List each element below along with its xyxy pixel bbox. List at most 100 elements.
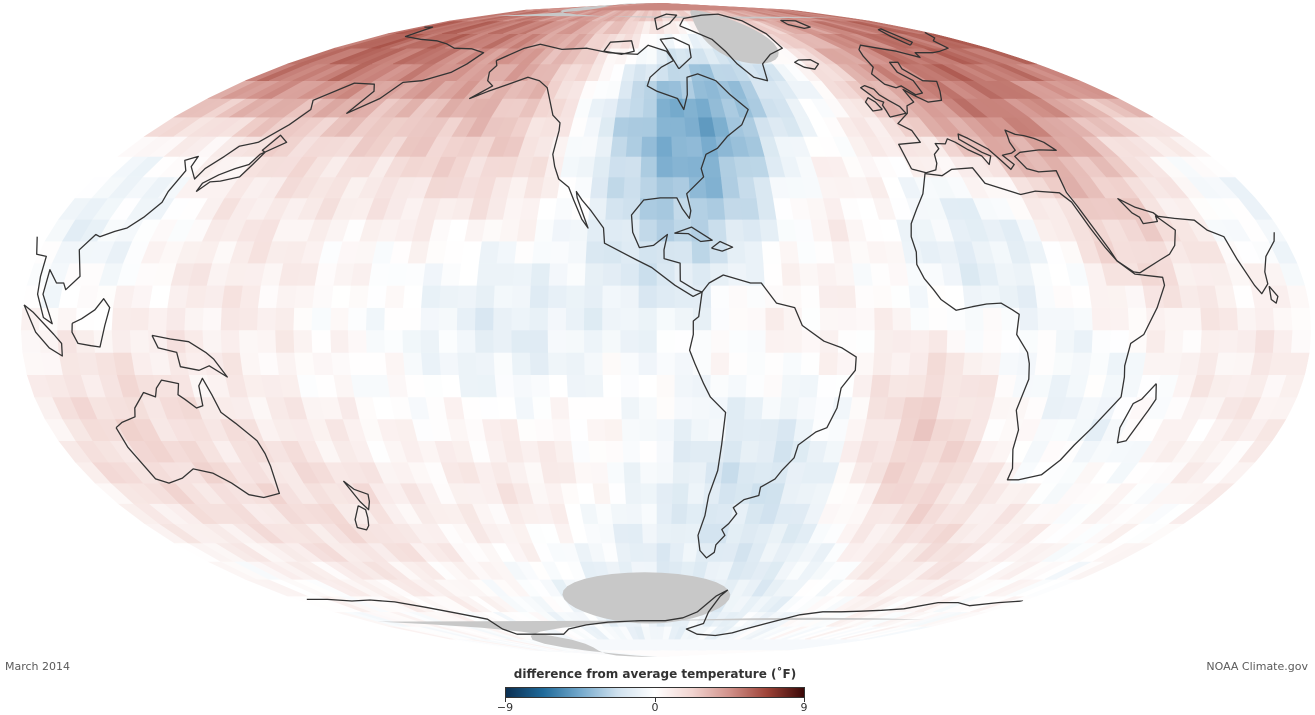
anomaly-cell: [615, 542, 632, 562]
anomaly-cell: [870, 262, 892, 286]
anomaly-cell: [621, 418, 641, 442]
anomaly-cell: [638, 374, 658, 398]
eurasia-coast: [36, 26, 1275, 325]
anomaly-cell: [625, 503, 643, 524]
anomaly-cell: [457, 284, 478, 308]
anomaly-cell: [656, 98, 672, 118]
anomaly-cell: [639, 219, 658, 242]
anomaly-cell: [656, 418, 675, 442]
anomaly-cell: [854, 352, 875, 376]
anomaly-cell: [493, 329, 513, 353]
anomaly-cell: [765, 307, 785, 331]
anomaly-cell: [890, 284, 912, 308]
anomaly-cell: [547, 284, 568, 308]
anomaly-cell: [759, 418, 780, 442]
anomaly-cell: [612, 523, 630, 544]
anomaly-cell: [910, 329, 930, 353]
anomaly-cell: [910, 307, 930, 331]
anomaly-cell: [620, 352, 640, 376]
anomaly-cell: [438, 307, 458, 331]
anomaly-cell: [474, 329, 495, 353]
anomaly-cell: [892, 329, 912, 353]
cuba-coast: [674, 226, 713, 243]
anomaly-cell: [57, 307, 78, 331]
anomaly-cell: [595, 503, 614, 524]
anomaly-cell: [529, 329, 549, 353]
anomaly-cell: [1073, 307, 1094, 331]
anomaly-cell: [834, 374, 856, 398]
iceland-coast: [794, 59, 820, 70]
anomaly-cell: [640, 176, 658, 199]
anomaly-cell: [547, 329, 567, 353]
anomaly-cell: [567, 240, 588, 264]
anomaly-cell: [514, 396, 535, 420]
anomaly-cell: [567, 396, 588, 420]
anomaly-cell: [764, 352, 785, 376]
anomaly-cell: [1272, 329, 1294, 353]
anomaly-cell: [512, 262, 533, 286]
anomaly-cell: [314, 262, 338, 286]
anomaly-cell: [1019, 329, 1039, 353]
anomaly-cell: [330, 352, 352, 376]
anomaly-cell: [746, 284, 767, 308]
anomaly-cell: [672, 482, 690, 504]
anomaly-cell: [710, 284, 730, 308]
anomaly-grid: [20, 3, 1311, 657]
anomaly-cell: [633, 63, 647, 81]
anomaly-cell: [1124, 284, 1147, 308]
legend-tick-max: [804, 698, 805, 702]
anomaly-cell: [1218, 307, 1239, 331]
anomaly-cell: [739, 440, 760, 463]
anomaly-cell: [329, 329, 350, 353]
anomaly-cell: [621, 219, 641, 242]
anomaly-cell: [566, 262, 587, 286]
anomaly-cell: [547, 352, 568, 376]
anomaly-cell: [818, 284, 839, 308]
anomaly-cell: [514, 240, 535, 264]
anomaly-cell: [590, 176, 610, 199]
anomaly-cell: [656, 80, 671, 99]
anomaly-cell: [386, 374, 409, 398]
anomaly-cell: [129, 329, 150, 353]
madagascar-coast: [1116, 383, 1157, 444]
anomaly-cell: [402, 284, 424, 308]
anomaly-cell: [256, 307, 277, 331]
anomaly-cell: [615, 98, 632, 118]
anomaly-cell: [404, 262, 427, 286]
anomaly-cell: [221, 352, 244, 376]
anomaly-cell: [819, 329, 840, 353]
anomaly-cell: [203, 352, 226, 376]
no-data-region: [690, 10, 779, 64]
anomaly-cell: [629, 542, 645, 562]
anomaly-cell: [926, 284, 948, 308]
anomaly-cell: [745, 374, 766, 398]
anomaly-cell: [478, 396, 501, 420]
anomaly-cell: [980, 352, 1002, 376]
anomaly-cell: [1182, 307, 1203, 331]
sumatra-coast: [23, 304, 63, 357]
anomaly-cell: [584, 374, 605, 398]
anomaly-cell: [530, 374, 551, 398]
anomaly-cell: [1236, 307, 1257, 331]
anomaly-cell: [620, 262, 640, 286]
anomaly-cell: [818, 352, 839, 376]
anomaly-cell: [556, 461, 578, 484]
anomaly-cell: [620, 329, 640, 353]
anomaly-cell: [669, 542, 685, 562]
anomaly-cell: [872, 352, 893, 376]
anomaly-cell: [443, 396, 466, 420]
anomaly-cell: [620, 374, 640, 398]
anomaly-cell: [964, 307, 985, 331]
anomaly-cell: [887, 374, 910, 398]
anomaly-cell: [605, 197, 625, 220]
anomaly-cell: [872, 284, 893, 308]
anomaly-cell: [672, 156, 690, 178]
anomaly-cell: [602, 262, 622, 286]
anomaly-cell: [641, 136, 658, 157]
anomaly-cell: [202, 329, 223, 353]
anomaly-cell: [624, 482, 642, 504]
anomaly-cell: [516, 418, 538, 442]
anomaly-cell: [1109, 329, 1130, 353]
no-data-region: [562, 572, 731, 624]
no-data-areas: [377, 3, 925, 657]
